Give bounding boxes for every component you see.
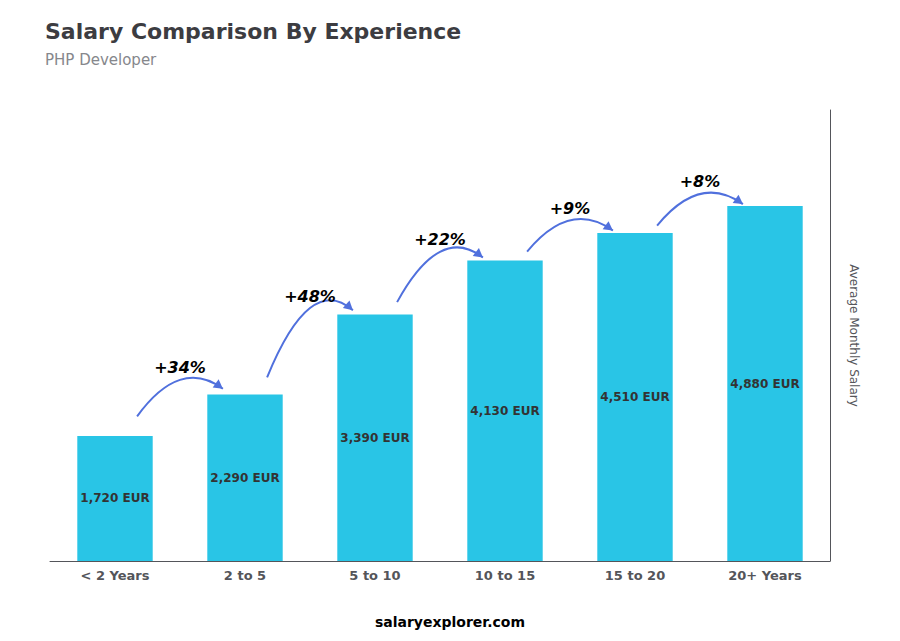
svg-text:+34%: +34% — [154, 358, 206, 377]
svg-text:+48%: +48% — [284, 287, 336, 306]
svg-text:5 to 10: 5 to 10 — [349, 568, 400, 583]
svg-text:15 to 20: 15 to 20 — [605, 568, 665, 583]
svg-text:Salary Comparison By Experienc: Salary Comparison By Experience — [45, 19, 461, 44]
svg-text:2 to 5: 2 to 5 — [224, 568, 266, 583]
svg-text:4,880 EUR: 4,880 EUR — [730, 377, 799, 391]
svg-text:4,130 EUR: 4,130 EUR — [470, 404, 539, 418]
svg-text:Average Monthly Salary: Average Monthly Salary — [847, 264, 861, 407]
svg-text:1,720 EUR: 1,720 EUR — [80, 491, 149, 505]
svg-text:4,510 EUR: 4,510 EUR — [600, 390, 669, 404]
svg-text:10 to 15: 10 to 15 — [475, 568, 535, 583]
svg-text:+8%: +8% — [680, 172, 721, 191]
svg-text:20+ Years: 20+ Years — [728, 568, 802, 583]
svg-text:< 2 Years: < 2 Years — [81, 568, 150, 583]
svg-text:salaryexplorer.com: salaryexplorer.com — [375, 614, 525, 630]
svg-text:2,290 EUR: 2,290 EUR — [210, 471, 279, 485]
svg-text:PHP Developer: PHP Developer — [45, 51, 157, 69]
svg-text:+22%: +22% — [414, 230, 466, 249]
svg-text:3,390 EUR: 3,390 EUR — [340, 431, 409, 445]
svg-text:+9%: +9% — [550, 199, 591, 218]
